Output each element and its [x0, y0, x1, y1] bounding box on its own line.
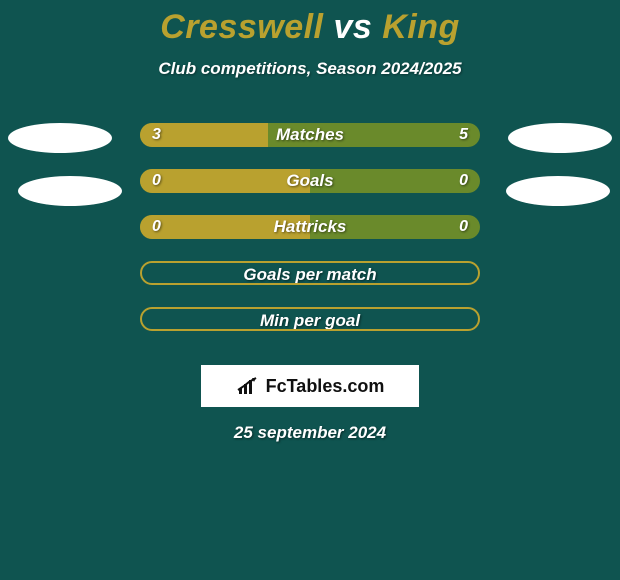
stat-value-left: 0 [152, 169, 161, 193]
stat-row: Hattricks0 0 [0, 215, 620, 261]
stat-label: Matches [140, 123, 480, 147]
stat-value-right: 0 [459, 215, 468, 239]
stat-bar: Min per goal [140, 307, 480, 331]
stat-bar: Matches3 5 [140, 123, 480, 147]
stat-bar: Hattricks0 0 [140, 215, 480, 239]
attribution-label: FcTables.com [266, 376, 385, 397]
stat-row: Goals per match [0, 261, 620, 307]
attribution-text: FcTables.com [236, 376, 385, 397]
comparison-title: Cresswell vs King [0, 0, 620, 47]
title-player-left: Cresswell [160, 8, 323, 46]
date-text: 25 september 2024 [0, 423, 620, 443]
season-subtitle: Club competitions, Season 2024/2025 [0, 59, 620, 79]
chart-icon [236, 376, 264, 396]
title-player-right: King [382, 8, 460, 46]
stat-label: Min per goal [142, 309, 478, 331]
stat-label: Hattricks [140, 215, 480, 239]
stat-rows: Matches35Goals00Hattricks00Goals per mat… [0, 123, 620, 353]
widget-container: Cresswell vs King Club competitions, Sea… [0, 0, 620, 580]
stat-row: Matches3 5 [0, 123, 620, 169]
attribution-box[interactable]: FcTables.com [201, 365, 419, 407]
stat-bar: Goals0 0 [140, 169, 480, 193]
stat-value-left: 3 [152, 123, 161, 147]
title-vs: vs [324, 8, 383, 46]
stat-value-right: 5 [459, 123, 468, 147]
stat-label: Goals per match [142, 263, 478, 285]
stat-value-left: 0 [152, 215, 161, 239]
stat-value-right: 0 [459, 169, 468, 193]
stat-label: Goals [140, 169, 480, 193]
stat-row: Min per goal [0, 307, 620, 353]
stat-row: Goals0 0 [0, 169, 620, 215]
stat-bar: Goals per match [140, 261, 480, 285]
